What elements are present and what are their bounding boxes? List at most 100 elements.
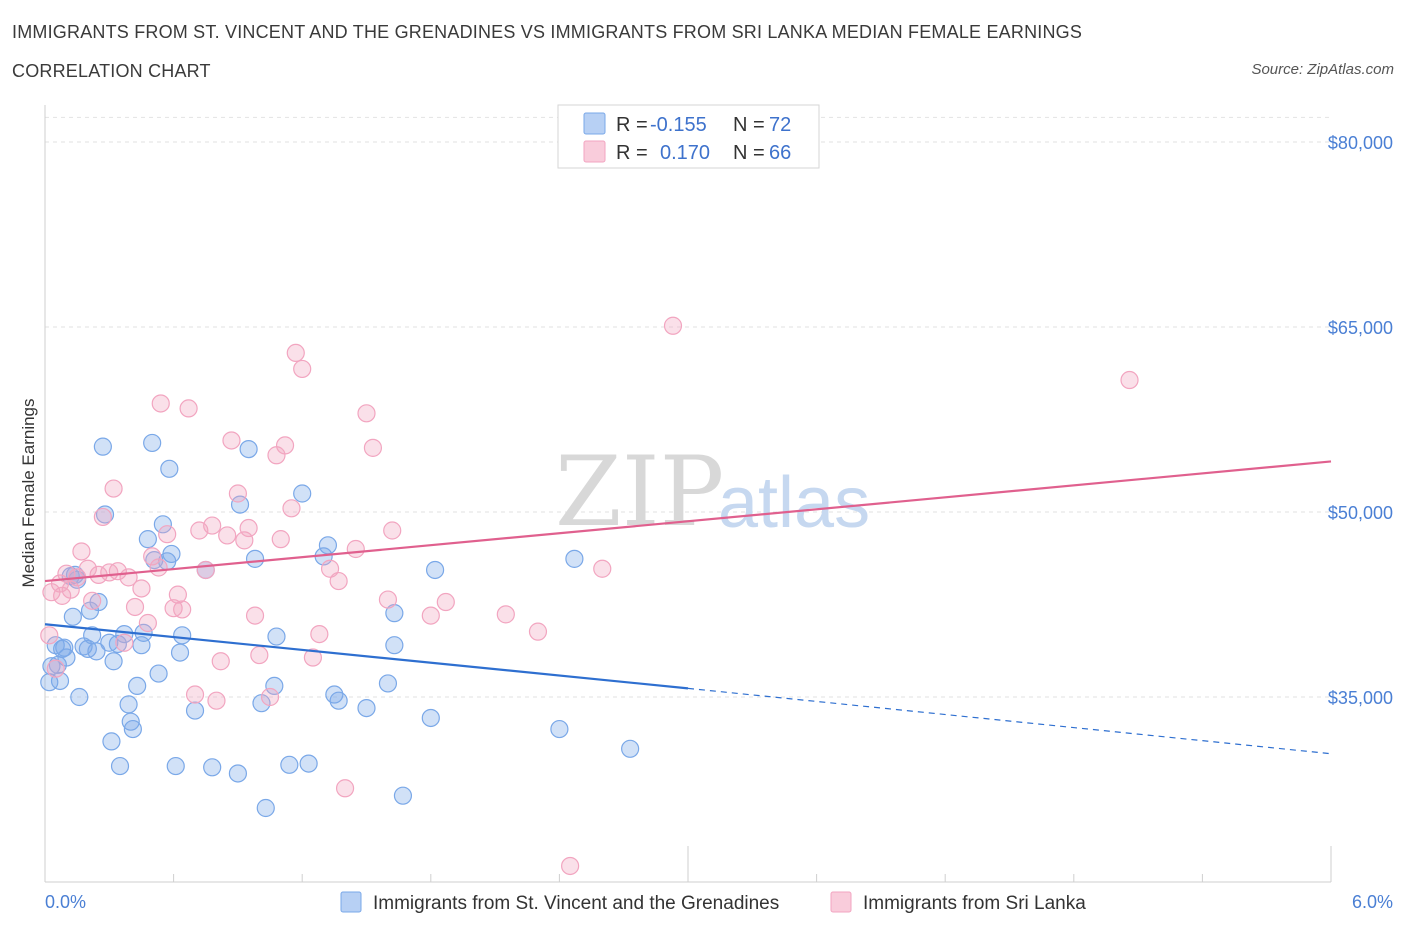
st-vincent-point-55 bbox=[293, 484, 312, 503]
sri-lanka-point-60 bbox=[436, 592, 455, 612]
grid-lines bbox=[45, 116, 1331, 698]
sri-lanka-point-39 bbox=[239, 518, 258, 538]
x-tick-labels: 0.0% 6.0% bbox=[45, 892, 1393, 912]
sri-lanka-point-2 bbox=[46, 659, 65, 678]
sri-lanka-point-27 bbox=[173, 600, 192, 619]
sri-lanka-point-40 bbox=[245, 606, 265, 625]
sri-lanka-point-22 bbox=[149, 558, 168, 577]
sri-lanka-point-50 bbox=[310, 624, 329, 644]
legend-swatch-pink bbox=[583, 140, 606, 163]
st-vincent-point-22 bbox=[108, 634, 127, 654]
sri-lanka-point-46 bbox=[282, 499, 301, 518]
st-vincent-point-48 bbox=[245, 549, 265, 568]
sri-lanka-point-14 bbox=[104, 479, 123, 498]
st-vincent-point-44 bbox=[203, 758, 222, 777]
st-vincent-point-21 bbox=[104, 652, 123, 671]
st-vincent-point-27 bbox=[123, 719, 142, 739]
series-st-vincent-points bbox=[40, 433, 640, 818]
sri-lanka-point-34 bbox=[211, 652, 230, 671]
sri-lanka-point-48 bbox=[293, 359, 312, 379]
x-tick-label-max: 6.0% bbox=[1352, 892, 1393, 912]
st-vincent-point-31 bbox=[138, 530, 157, 549]
st-vincent-point-46 bbox=[230, 495, 250, 514]
st-vincent-point-15 bbox=[87, 642, 106, 661]
st-vincent-point-69 bbox=[621, 739, 640, 758]
st-vincent-point-20 bbox=[102, 732, 121, 751]
st-vincent-point-41 bbox=[173, 626, 192, 645]
sri-lanka-point-41 bbox=[250, 645, 269, 665]
st-vincent-point-8 bbox=[63, 607, 82, 626]
st-vincent-point-47 bbox=[239, 440, 258, 459]
bottom-legend: Immigrants from St. Vincent and the Gren… bbox=[340, 891, 1086, 914]
bottom-legend-label-blue: Immigrants from St. Vincent and the Gren… bbox=[373, 893, 779, 914]
sri-lanka-point-8 bbox=[72, 542, 91, 561]
y-tick-label-3: $80,000 bbox=[1328, 133, 1393, 153]
sri-lanka-point-37 bbox=[228, 484, 247, 503]
legend-r-value-1: -0.155 bbox=[650, 114, 707, 136]
st-vincent-point-66 bbox=[425, 560, 445, 580]
st-vincent-point-63 bbox=[385, 636, 404, 655]
sri-lanka-point-32 bbox=[203, 516, 222, 535]
legend-n-value-2: 66 bbox=[769, 142, 791, 164]
sri-lanka-point-33 bbox=[207, 691, 226, 710]
y-tick-label-0: $35,000 bbox=[1328, 688, 1393, 708]
st-vincent-point-39 bbox=[166, 756, 185, 776]
st-vincent-point-23 bbox=[110, 756, 130, 776]
watermark: ZIP atlas bbox=[555, 436, 870, 548]
st-vincent-point-32 bbox=[143, 433, 162, 453]
sri-lanka-point-58 bbox=[383, 521, 402, 540]
sri-lanka-point-63 bbox=[561, 856, 580, 876]
sri-lanka-point-29 bbox=[185, 685, 205, 704]
sri-lanka-point-42 bbox=[260, 687, 280, 707]
trend-lines bbox=[44, 460, 1332, 755]
st-vincent-point-68 bbox=[565, 549, 584, 568]
bottom-legend-swatch-pink bbox=[830, 891, 852, 913]
st-vincent-point-60 bbox=[357, 698, 376, 718]
st-vincent-point-42 bbox=[185, 701, 205, 720]
sri-lanka-point-54 bbox=[346, 539, 365, 559]
chart-title: IMMIGRANTS FROM ST. VINCENT AND THE GREN… bbox=[12, 22, 1083, 42]
y-axis-label: Median Female Earnings bbox=[19, 399, 38, 588]
st-vincent-point-16 bbox=[89, 592, 108, 612]
bottom-legend-label-pink: Immigrants from Sri Lanka bbox=[863, 893, 1086, 914]
st-vincent-point-52 bbox=[267, 627, 286, 646]
sri-lanka-point-10 bbox=[83, 591, 102, 610]
st-vincent-point-25 bbox=[119, 695, 138, 714]
st-vincent-point-51 bbox=[265, 676, 284, 696]
sri-lanka-point-51 bbox=[320, 559, 340, 578]
y-tick-labels: $35,000 $50,000 $65,000 $80,000 bbox=[1328, 133, 1393, 708]
sri-lanka-point-28 bbox=[179, 399, 198, 418]
st-vincent-point-53 bbox=[280, 755, 299, 774]
sri-lanka-point-47 bbox=[286, 343, 305, 362]
legend-r-value-2: 0.170 bbox=[660, 142, 710, 164]
chart-subtitle: CORRELATION CHART bbox=[12, 61, 211, 81]
st-vincent-point-26 bbox=[121, 712, 140, 731]
sri-lanka-point-52 bbox=[329, 571, 348, 591]
sri-lanka-point-16 bbox=[115, 633, 134, 652]
st-vincent-point-34 bbox=[149, 664, 168, 683]
sri-lanka-point-26 bbox=[168, 585, 187, 604]
sri-lanka-point-56 bbox=[363, 438, 383, 457]
legend-n-label-2: N = bbox=[733, 142, 765, 164]
sri-lanka-point-55 bbox=[357, 404, 376, 423]
st-vincent-point-61 bbox=[378, 674, 398, 693]
watermark-zip: ZIP bbox=[555, 436, 724, 548]
sri-lanka-point-66 bbox=[1120, 370, 1139, 390]
trend-line-sri-lanka bbox=[44, 460, 1332, 583]
sri-lanka-point-62 bbox=[528, 622, 548, 641]
sri-lanka-point-59 bbox=[421, 606, 440, 625]
y-tick-label-2: $65,000 bbox=[1328, 318, 1393, 338]
legend-swatch-blue bbox=[583, 112, 606, 135]
st-vincent-point-38 bbox=[162, 544, 181, 564]
st-vincent-point-59 bbox=[329, 691, 348, 710]
sri-lanka-point-31 bbox=[196, 560, 215, 580]
legend-n-label-1: N = bbox=[733, 114, 765, 136]
sri-lanka-point-45 bbox=[275, 436, 295, 455]
sri-lanka-point-57 bbox=[378, 590, 398, 609]
sri-lanka-point-0 bbox=[40, 626, 59, 645]
st-vincent-point-50 bbox=[256, 798, 275, 818]
legend: R = -0.155 N = 72 R = 0.170 N = 66 bbox=[557, 104, 820, 169]
sri-lanka-point-20 bbox=[138, 613, 157, 633]
st-vincent-point-64 bbox=[393, 786, 413, 805]
